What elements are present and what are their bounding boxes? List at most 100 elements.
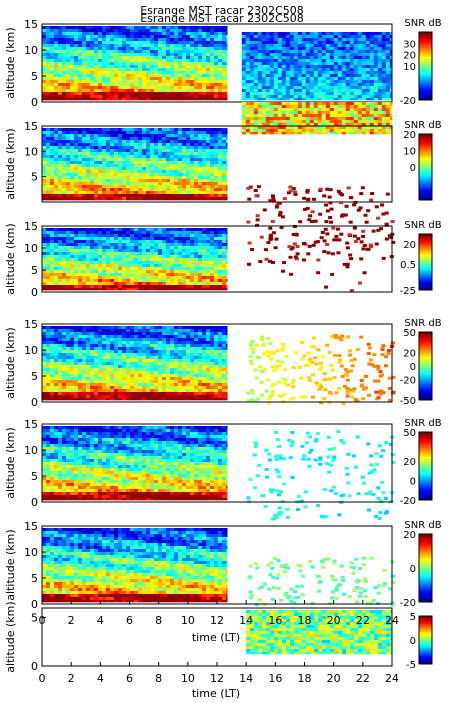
y-tick-label: 10 [24,242,38,255]
heatmap-cell [70,173,75,177]
heatmap-cell [202,77,207,81]
heatmap-cell [214,188,219,192]
heatmap-cell [102,237,107,241]
heatmap-cell [66,270,71,274]
heatmap-cell [359,192,364,196]
heatmap-cell [174,158,179,162]
heatmap-cell [42,56,47,60]
colorbar-swatch [419,41,432,44]
heatmap-cell [146,62,151,66]
heatmap-cell [66,53,71,57]
heatmap-cell [210,62,215,66]
heatmap-cell [249,86,255,90]
heatmap-cell [162,71,167,75]
heatmap-cell [118,228,123,232]
heatmap-cell [46,258,51,262]
heatmap-cell [337,56,343,60]
heatmap-cell [309,53,315,57]
heatmap-cell [182,161,187,165]
heatmap-cell [285,32,291,36]
heatmap-cell [277,126,283,130]
heatmap-cell [86,164,91,168]
heatmap-cell [66,95,71,99]
heatmap-cell [102,41,107,45]
heatmap-cell [190,56,195,60]
heatmap-cell [289,89,295,93]
heatmap-cell [285,95,291,99]
heatmap-cell [130,158,135,162]
heatmap-cell [353,59,359,63]
heatmap-cell [138,92,143,96]
heatmap-cell [90,282,95,286]
heatmap-cell [226,98,228,101]
heatmap-cell [62,249,67,253]
heatmap-cell [333,89,339,93]
heatmap-cell [126,155,131,159]
heatmap-cell [62,92,67,96]
heatmap-cell [142,228,147,232]
heatmap-cell [126,143,131,147]
heatmap-cell [281,126,287,130]
heatmap-cell [142,68,147,72]
heatmap-cell [66,170,71,174]
heatmap-cell [190,167,195,171]
heatmap-cell [373,105,379,109]
heatmap-cell [110,137,115,141]
heatmap-cell [321,62,327,66]
heatmap-cell [174,240,179,244]
heatmap-cell [114,158,119,162]
heatmap-cell [293,83,299,87]
heatmap-cell [58,155,63,159]
heatmap-cell [325,65,331,69]
heatmap-cell [74,95,79,99]
heatmap-cell [142,41,147,45]
heatmap-cell [337,95,343,99]
heatmap-cell [269,77,275,81]
heatmap-cell [98,161,103,165]
heatmap-cell [114,92,119,96]
heatmap-cell [329,98,335,101]
heatmap-cell [78,38,83,42]
heatmap-cell [62,32,67,36]
heatmap-cell [158,252,163,256]
heatmap-cell [62,179,67,183]
heatmap-cell [333,56,339,60]
heatmap-cell [384,237,389,241]
heatmap-cell [325,126,331,130]
heatmap-cell [218,140,223,144]
heatmap-cell [174,273,179,277]
heatmap-cell [162,65,167,69]
heatmap-cell [362,271,367,275]
heatmap-cell [245,111,251,115]
heatmap-cell [94,143,99,147]
heatmap-cell [114,237,119,241]
heatmap-cell [154,173,159,177]
heatmap-cell [369,120,375,124]
heatmap-cell [50,197,55,201]
heatmap-cell [126,152,131,156]
heatmap-cell [158,140,163,144]
heatmap-cell [182,146,187,150]
colorbar-swatch [419,286,432,289]
heatmap-cell [178,80,183,84]
heatmap-cell [174,128,179,132]
heatmap-cell [381,41,387,45]
heatmap-cell [373,114,379,118]
heatmap-cell [206,255,211,259]
heatmap-cell [62,282,67,286]
heatmap-cell [126,86,131,90]
heatmap-cell [246,220,251,224]
heatmap-cell [281,111,287,115]
heatmap-cell [70,185,75,189]
heatmap-cell [90,273,95,277]
heatmap-cell [170,255,175,259]
heatmap-cell [226,161,228,165]
heatmap-cell [222,26,227,30]
heatmap-cell [241,68,247,72]
heatmap-cell [42,176,47,180]
heatmap-cell [170,276,175,280]
heatmap-cell [150,243,155,247]
heatmap-cell [222,276,227,280]
heatmap-cell [294,257,299,261]
heatmap-cell [361,247,366,251]
